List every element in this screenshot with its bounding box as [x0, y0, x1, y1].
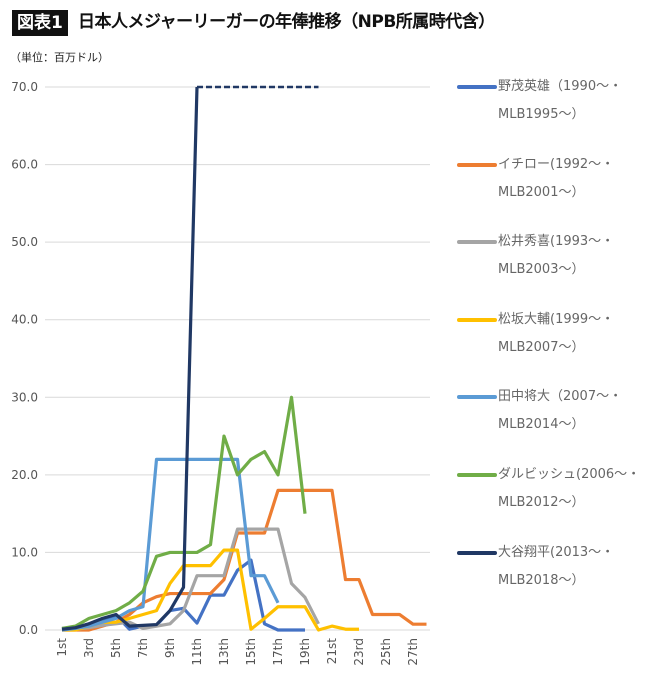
legend-label: 大谷翔平(2013〜・: [498, 544, 615, 560]
legend-label: 松坂大輔(1999〜・: [498, 311, 615, 327]
y-tick-label: 70.0: [11, 80, 38, 94]
x-tick-label: 7th: [136, 638, 150, 658]
legend-swatch: [457, 550, 497, 555]
legend-label-line2: MLB2012〜）: [498, 495, 585, 510]
x-tick-label: 25th: [379, 638, 393, 666]
legend-label-line2: MLB2018〜）: [498, 572, 585, 588]
x-tick-label: 23rd: [352, 638, 366, 666]
legend-swatch: [457, 317, 497, 322]
y-tick-label: 60.0: [11, 158, 38, 172]
x-tick-label: 3rd: [82, 638, 96, 658]
unit-label: （単位：百万ドル）: [10, 51, 109, 64]
x-tick-label: 5th: [109, 638, 123, 658]
y-tick-label: 30.0: [11, 390, 38, 404]
series-line: [61, 86, 199, 631]
legend-label: イチロー(1992〜・: [498, 156, 615, 172]
x-tick-label: 1st: [55, 638, 69, 657]
legend-label: 野茂英雄（1990〜・: [498, 79, 623, 94]
legend-label-line2: MLB2003〜）: [498, 262, 585, 278]
x-tick-label: 17th: [271, 638, 285, 666]
legend-label-line2: MLB2014〜）: [498, 417, 585, 433]
legend-swatch: [457, 162, 497, 167]
figure-tag: 図表1: [12, 10, 68, 36]
legend-label: 松井秀喜(1993〜・: [498, 234, 615, 250]
x-tick-label: 13th: [217, 638, 231, 666]
legend-label-line2: MLB1995〜）: [498, 107, 585, 122]
legend-label-line2: MLB2007〜）: [498, 339, 585, 355]
legend-label-line2: MLB2001〜）: [498, 184, 585, 200]
series-line: [61, 527, 320, 632]
legend-swatch: [457, 85, 497, 89]
legend-label: ダルビッシュ(2006〜・: [498, 467, 641, 482]
y-tick-label: 40.0: [11, 313, 38, 327]
y-tick-label: 0.0: [19, 623, 38, 637]
series-line: [62, 548, 359, 632]
legend-swatch: [457, 395, 497, 400]
y-tick-label: 10.0: [11, 545, 38, 559]
x-tick-label: 21st: [325, 638, 339, 665]
legend-swatch: [457, 240, 497, 245]
series-line: [61, 457, 280, 632]
chart-title: 日本人メジャーリーガーの年俸推移（NPB所属時代含）: [78, 12, 495, 32]
legend-label: 田中将大（2007〜・: [498, 389, 623, 405]
x-tick-label: 11th: [190, 638, 204, 666]
y-tick-label: 50.0: [11, 235, 38, 249]
x-tick-label: 19th: [298, 638, 312, 666]
x-tick-label: 27th: [406, 638, 420, 666]
x-tick-label: 15th: [244, 638, 258, 666]
y-tick-label: 20.0: [11, 468, 38, 482]
x-tick-label: 9th: [163, 638, 177, 658]
legend-swatch: [457, 473, 497, 477]
